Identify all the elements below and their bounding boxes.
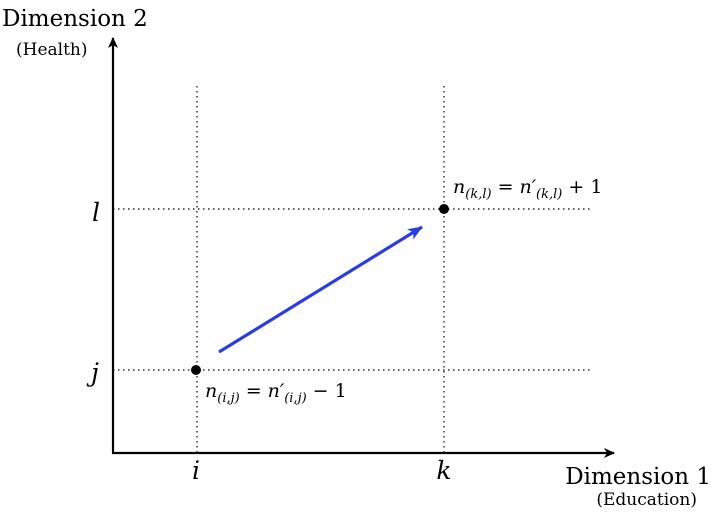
y-axis-title: Dimension 2: [2, 6, 148, 32]
y-tick-j: j: [86, 358, 99, 387]
point-ij: [191, 365, 201, 375]
x-axis-title: Dimension 1: [565, 464, 711, 490]
point-ij-label: n(i,j) = n′(i,j) − 1: [205, 380, 347, 406]
point-kl: [439, 204, 449, 214]
y-tick-l: l: [92, 198, 100, 227]
y-axis-subtitle: (Health): [16, 40, 88, 60]
x-axis-subtitle: (Education): [596, 490, 697, 510]
point-kl-label: n(k,l) = n′(k,l) + 1: [453, 176, 602, 202]
x-tick-k: k: [436, 456, 451, 485]
movement-arrow: [218, 225, 423, 354]
x-tick-i: i: [192, 456, 200, 485]
